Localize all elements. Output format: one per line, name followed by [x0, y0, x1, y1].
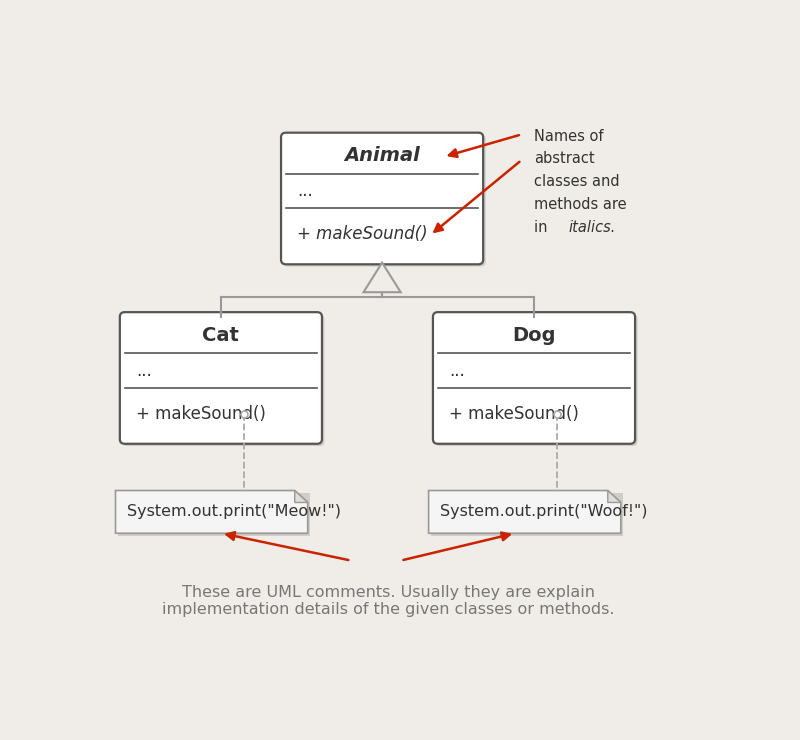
FancyBboxPatch shape [122, 314, 325, 446]
FancyBboxPatch shape [431, 493, 623, 536]
Text: abstract: abstract [534, 152, 594, 166]
Text: Animal: Animal [344, 146, 420, 165]
FancyBboxPatch shape [435, 314, 638, 446]
Text: ...: ... [449, 362, 465, 380]
Text: Names of: Names of [534, 129, 603, 144]
Text: ...: ... [297, 182, 313, 200]
FancyBboxPatch shape [283, 135, 486, 266]
Text: + makeSound(): + makeSound() [449, 405, 579, 423]
FancyBboxPatch shape [120, 312, 322, 444]
Polygon shape [294, 491, 308, 502]
FancyBboxPatch shape [433, 312, 635, 444]
Polygon shape [115, 491, 308, 534]
Text: Dog: Dog [512, 326, 556, 345]
Text: methods are: methods are [534, 197, 626, 212]
FancyBboxPatch shape [281, 132, 483, 264]
Text: System.out.print("Meow!"): System.out.print("Meow!") [126, 505, 341, 519]
Polygon shape [363, 263, 401, 292]
Polygon shape [608, 491, 621, 502]
Text: italics.: italics. [568, 220, 615, 235]
Text: These are UML comments. Usually they are explain
implementation details of the g: These are UML comments. Usually they are… [162, 585, 614, 617]
Text: classes and: classes and [534, 174, 620, 189]
Text: + makeSound(): + makeSound() [297, 225, 428, 243]
Text: Cat: Cat [202, 326, 239, 345]
Text: + makeSound(): + makeSound() [136, 405, 266, 423]
Text: in: in [534, 220, 552, 235]
FancyBboxPatch shape [118, 493, 310, 536]
Text: ...: ... [136, 362, 152, 380]
Text: System.out.print("Woof!"): System.out.print("Woof!") [440, 505, 647, 519]
Polygon shape [429, 491, 621, 534]
